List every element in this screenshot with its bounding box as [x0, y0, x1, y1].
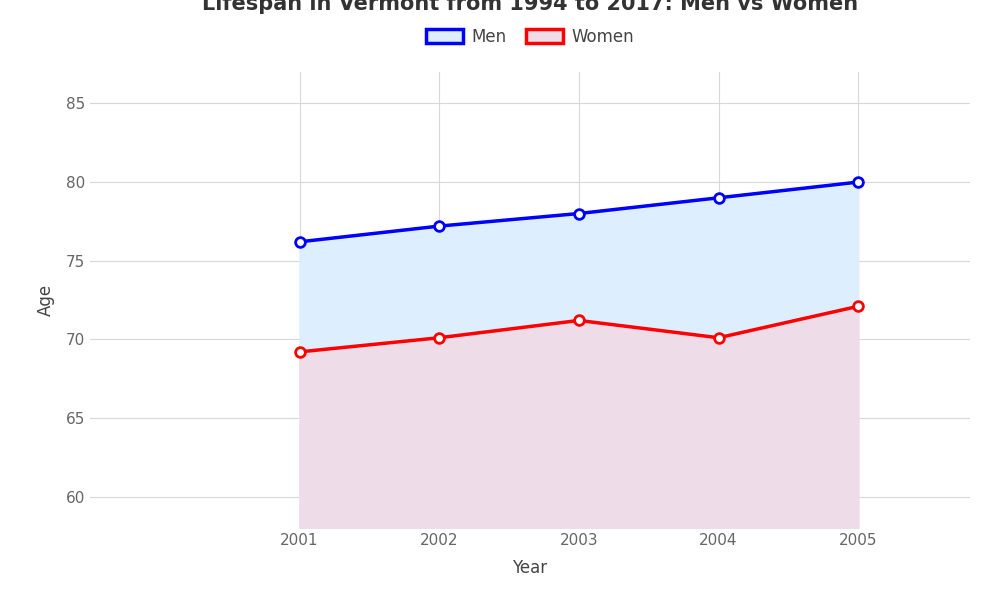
- Title: Lifespan in Vermont from 1994 to 2017: Men vs Women: Lifespan in Vermont from 1994 to 2017: M…: [202, 0, 858, 13]
- Legend: Men, Women: Men, Women: [419, 21, 641, 52]
- X-axis label: Year: Year: [512, 559, 548, 577]
- Y-axis label: Age: Age: [37, 284, 55, 316]
